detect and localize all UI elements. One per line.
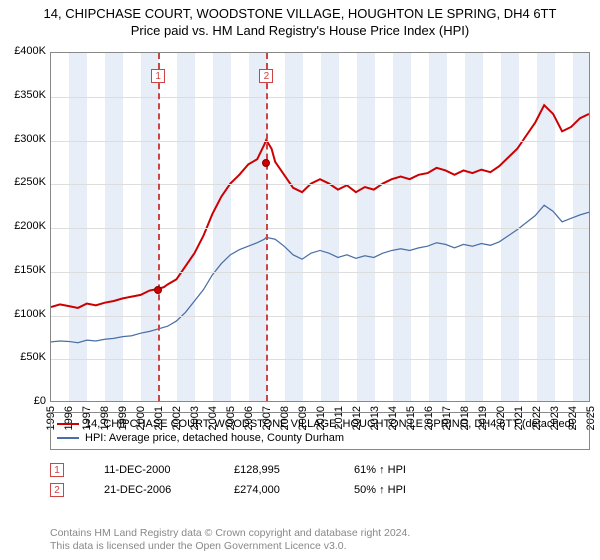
chart-container: 14, CHIPCHASE COURT, WOODSTONE VILLAGE, … [0,0,600,560]
plot-area: 12 [50,52,590,402]
transaction-row: 1 11-DEC-2000 £128,995 61% ↑ HPI [50,460,590,480]
legend-label: 14, CHIPCHASE COURT, WOODSTONE VILLAGE, … [85,418,574,430]
transaction-date: 21-DEC-2006 [104,484,194,496]
transaction-pct: 50% ↑ HPI [354,484,406,496]
legend: 14, CHIPCHASE COURT, WOODSTONE VILLAGE, … [50,412,590,450]
marker-flag: 1 [151,69,165,83]
gridline-horizontal [51,316,589,317]
y-tick-label: £350K [0,89,46,101]
marker-dot [262,159,270,167]
y-tick-label: £100K [0,308,46,320]
transaction-price: £274,000 [234,484,314,496]
marker-dot [154,286,162,294]
legend-label: HPI: Average price, detached house, Coun… [85,432,344,444]
legend-row: HPI: Average price, detached house, Coun… [57,431,583,445]
transaction-flag: 1 [50,463,64,477]
y-tick-label: £50K [0,351,46,363]
y-tick-label: £0 [0,395,46,407]
transaction-flag: 2 [50,483,64,497]
transactions-table: 1 11-DEC-2000 £128,995 61% ↑ HPI 2 21-DEC-200… [50,460,590,500]
chart-subtitle: Price paid vs. HM Land Registry's House … [0,21,600,38]
disclaimer-line: This data is licensed under the Open Gov… [50,540,590,554]
gridline-horizontal [51,359,589,360]
gridline-horizontal [51,141,589,142]
gridline-horizontal [51,97,589,98]
disclaimer: Contains HM Land Registry data © Crown c… [50,527,590,554]
transaction-date: 11-DEC-2000 [104,464,194,476]
y-tick-label: £150K [0,264,46,276]
chart-title: 14, CHIPCHASE COURT, WOODSTONE VILLAGE, … [0,0,600,21]
disclaimer-line: Contains HM Land Registry data © Crown c… [50,527,590,541]
y-tick-label: £250K [0,176,46,188]
transaction-price: £128,995 [234,464,314,476]
legend-row: 14, CHIPCHASE COURT, WOODSTONE VILLAGE, … [57,417,583,431]
legend-swatch [57,423,79,425]
marker-line [158,53,160,401]
gridline-horizontal [51,228,589,229]
marker-line [266,53,268,401]
series-line [51,105,589,308]
gridline-horizontal [51,184,589,185]
y-tick-label: £400K [0,45,46,57]
marker-flag: 2 [259,69,273,83]
transaction-pct: 61% ↑ HPI [354,464,406,476]
gridline-horizontal [51,272,589,273]
y-tick-label: £200K [0,220,46,232]
legend-swatch [57,437,79,439]
transaction-row: 2 21-DEC-2006 £274,000 50% ↑ HPI [50,480,590,500]
y-tick-label: £300K [0,133,46,145]
series-line [51,205,589,343]
line-series-svg [51,53,589,401]
